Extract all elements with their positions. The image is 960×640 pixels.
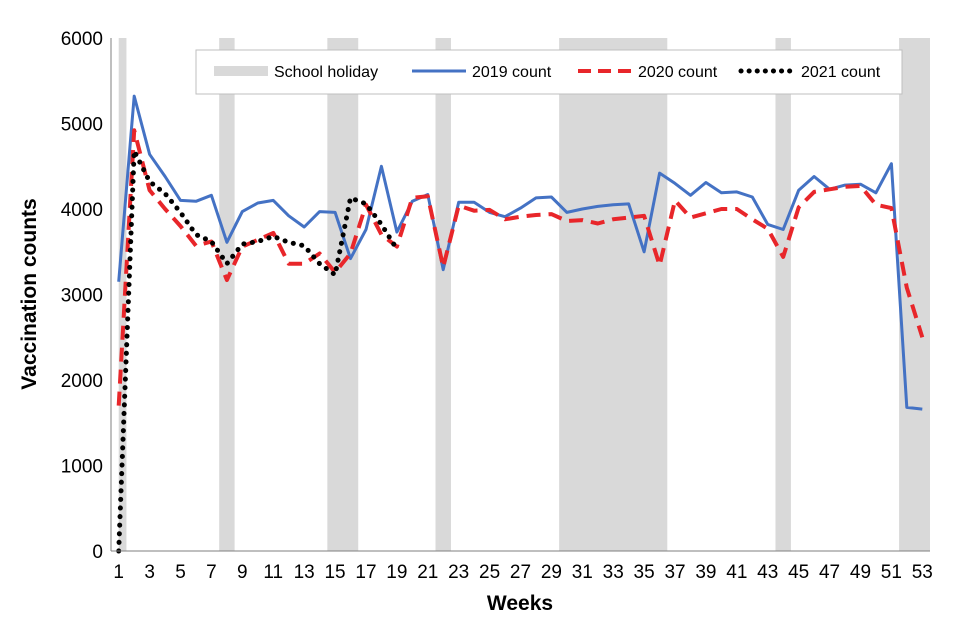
x-tick-label: 21	[417, 562, 438, 583]
y-tick-label: 0	[92, 542, 103, 563]
y-tick-label: 2000	[61, 371, 103, 392]
school-holiday-band	[219, 38, 235, 551]
x-axis-title: Weeks	[487, 592, 553, 615]
legend-label-2021: 2021 count	[801, 64, 881, 81]
x-tick-label: 23	[448, 562, 469, 583]
x-tick-label: 43	[757, 562, 778, 583]
x-tick-label: 45	[788, 562, 809, 583]
school-holiday-band	[435, 38, 451, 551]
x-tick-label: 7	[206, 562, 217, 583]
x-tick-label: 27	[510, 562, 531, 583]
series-line-2019	[117, 94, 923, 411]
x-tick-label: 49	[850, 562, 871, 583]
y-axis-title: Vaccination counts	[18, 198, 41, 389]
x-tick-label: 37	[664, 562, 685, 583]
school-holiday-bands	[118, 38, 930, 551]
x-tick-label: 19	[386, 562, 407, 583]
y-tick-label: 4000	[61, 200, 103, 221]
series-line-2021	[116, 148, 400, 554]
x-tick-label: 25	[479, 562, 500, 583]
school-holiday-band	[327, 38, 359, 551]
y-tick-label: 1000	[61, 457, 103, 478]
y-tick-label: 3000	[61, 286, 103, 307]
x-tick-label: 5	[175, 562, 186, 583]
school-holiday-band	[775, 38, 791, 551]
x-tick-label: 53	[912, 562, 933, 583]
x-tick-label: 29	[541, 562, 562, 583]
x-tick-label: 35	[634, 562, 655, 583]
axes	[110, 38, 930, 552]
x-tick-label: 33	[603, 562, 624, 583]
legend-label-2020: 2020 count	[638, 64, 718, 81]
x-tick-label: 39	[695, 562, 716, 583]
legend-swatch-school-holiday	[214, 66, 268, 76]
x-tick-label: 1	[113, 562, 124, 583]
y-tick-labels: 0 1000 2000 3000 4000 5000 6000	[61, 29, 103, 563]
x-tick-label: 31	[572, 562, 593, 583]
x-tick-label: 15	[324, 562, 345, 583]
x-tick-label: 9	[237, 562, 248, 583]
x-tick-label: 3	[144, 562, 155, 583]
x-tick-labels: 1 3 5 7 9 11 13 15 17 19 21 23 25 27 29 31 33 35 37 39 41 43 4…	[113, 562, 932, 583]
legend: School holiday 2019 count 2020 count 202…	[195, 49, 903, 95]
y-tick-label: 5000	[61, 115, 103, 136]
legend-box	[195, 49, 903, 95]
school-holiday-band	[118, 38, 127, 551]
x-tick-label: 17	[355, 562, 376, 583]
school-holiday-band	[559, 38, 668, 551]
legend-label-2019: 2019 count	[472, 64, 552, 81]
legend-label-school-holiday: School holiday	[274, 64, 378, 81]
x-tick-label: 47	[819, 562, 840, 583]
y-tick-label: 6000	[61, 29, 103, 50]
series-line-2020	[116, 128, 925, 406]
x-tick-label: 41	[726, 562, 747, 583]
x-tick-label: 51	[881, 562, 902, 583]
series-lines	[116, 94, 925, 554]
x-tick-label: 11	[263, 562, 283, 583]
school-holiday-band	[899, 38, 930, 551]
x-tick-label: 13	[294, 562, 315, 583]
